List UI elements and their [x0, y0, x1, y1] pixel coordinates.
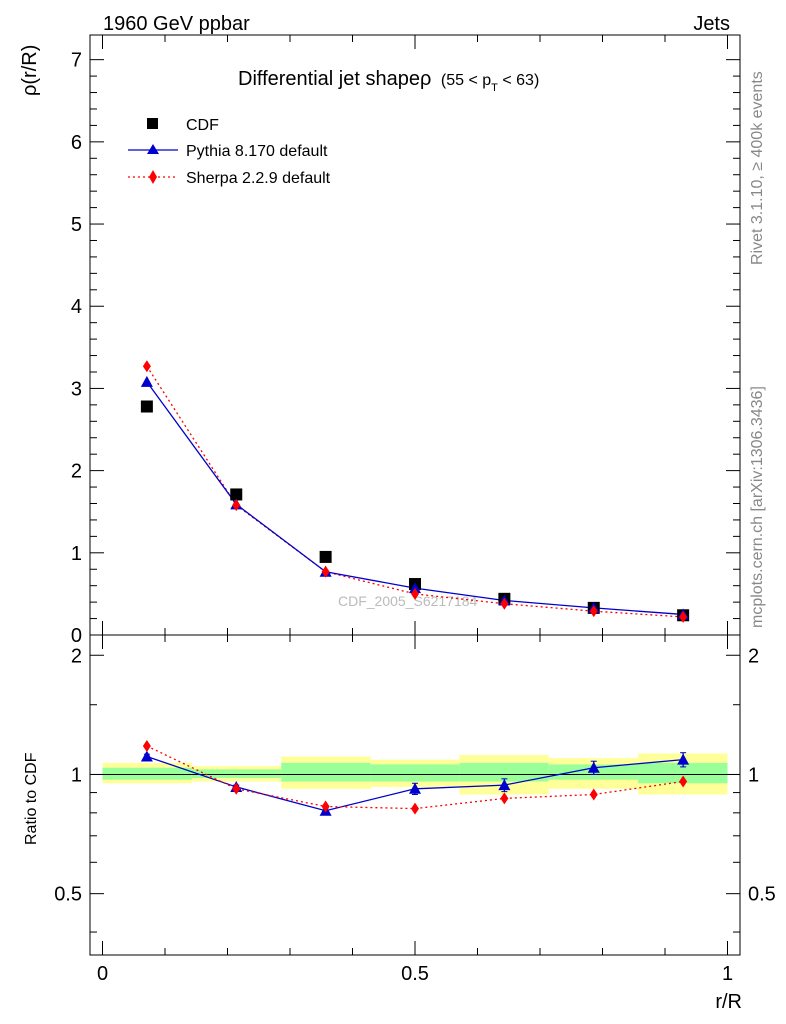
- ratio-band-inner: [102, 767, 192, 780]
- main-ytick-label: 3: [71, 378, 82, 400]
- main-ylabel: ρ(r/R): [19, 45, 41, 96]
- legend-label-sherpa: Sherpa 2.2.9 default: [186, 170, 331, 187]
- pythia-ratio-point: [587, 761, 600, 773]
- xtick-label: 1: [722, 963, 733, 985]
- sherpa-ratio-point: [232, 782, 241, 795]
- header-left: 1960 GeV ppbar: [103, 13, 250, 35]
- legend-marker-pythia: [147, 144, 159, 154]
- sherpa-point: [679, 610, 688, 623]
- ratio-panel: 0.5 0.5 1 1 2 2 0 0.5 1 Ratio to CDF r/R: [23, 634, 776, 1013]
- mcplots-label: mcplots.cern.ch [arXiv:1306.3436]: [749, 386, 766, 628]
- main-title: Differential jet shapeρ (55 < pT < 63): [238, 68, 539, 94]
- cdf-point: [230, 488, 243, 501]
- sherpa-ratio-point: [500, 792, 509, 805]
- header-right: Jets: [693, 13, 730, 35]
- ratio-ytick-label-right: 1: [748, 764, 759, 786]
- sherpa-point: [321, 565, 330, 578]
- legend: CDF Pythia 8.170 default Sherpa 2.2.9 de…: [128, 117, 331, 187]
- sherpa-ratio-point: [142, 739, 151, 752]
- sherpa-point: [589, 605, 598, 618]
- main-ytick-label: 4: [71, 296, 82, 318]
- main-ytick-label: 1: [71, 543, 82, 565]
- legend-label-pythia: Pythia 8.170 default: [186, 143, 328, 160]
- ratio-band-inner: [459, 762, 549, 782]
- sherpa-ratio-point: [321, 800, 330, 813]
- main-ytick-label: 2: [71, 461, 82, 483]
- ratio-band-inner: [638, 762, 728, 784]
- legend-marker-cdf: [147, 118, 158, 129]
- watermark: CDF_2005_S6217184: [338, 593, 478, 609]
- main-ytick-label: 0: [71, 625, 82, 647]
- ratio-ytick-label-right: 2: [748, 645, 759, 667]
- pythia-ratio-point: [677, 753, 690, 765]
- sherpa-point: [142, 360, 151, 373]
- pythia-point: [140, 375, 153, 387]
- legend-marker-sherpa: [149, 170, 157, 184]
- main-panel: Differential jet shapeρ (55 < pT < 63) ρ…: [19, 34, 741, 647]
- ratio-band-inner: [191, 769, 282, 778]
- xtick-label: 0.5: [401, 963, 429, 985]
- sherpa-point: [232, 499, 241, 512]
- pythia-ratio-point: [140, 750, 153, 762]
- cdf-point: [319, 550, 332, 563]
- pythia-ratio-point: [409, 782, 421, 794]
- ratio-band-inner: [370, 764, 460, 782]
- ratio-ytick-label: 1: [71, 764, 82, 786]
- ratio-frame: [89, 634, 741, 956]
- sherpa-ratio-point: [679, 775, 688, 788]
- xtick-label: 0: [97, 963, 108, 985]
- rivet-label: Rivet 3.1.10, ≥ 400k events: [749, 71, 766, 265]
- pythia-point: [409, 582, 421, 594]
- legend-label-cdf: CDF: [186, 117, 219, 134]
- ratio-ytick-label: 0.5: [54, 884, 82, 906]
- main-ytick-label: 7: [71, 50, 82, 72]
- cdf-point: [140, 400, 153, 413]
- ratio-ylabel: Ratio to CDF: [23, 752, 40, 845]
- ratio-ytick-label-right: 0.5: [748, 884, 776, 906]
- sherpa-point: [411, 587, 419, 600]
- sherpa-ratio-point: [589, 788, 598, 801]
- main-ytick-label: 6: [71, 132, 82, 154]
- ratio-band-inner: [281, 762, 371, 782]
- ratio-ytick-label: 2: [71, 645, 82, 667]
- main-ytick-label: 5: [71, 214, 82, 236]
- x-axis-label: r/R: [715, 991, 742, 1013]
- pythia-ratio-point: [498, 779, 511, 791]
- sherpa-ratio-point: [411, 802, 419, 815]
- sherpa-point: [500, 597, 509, 610]
